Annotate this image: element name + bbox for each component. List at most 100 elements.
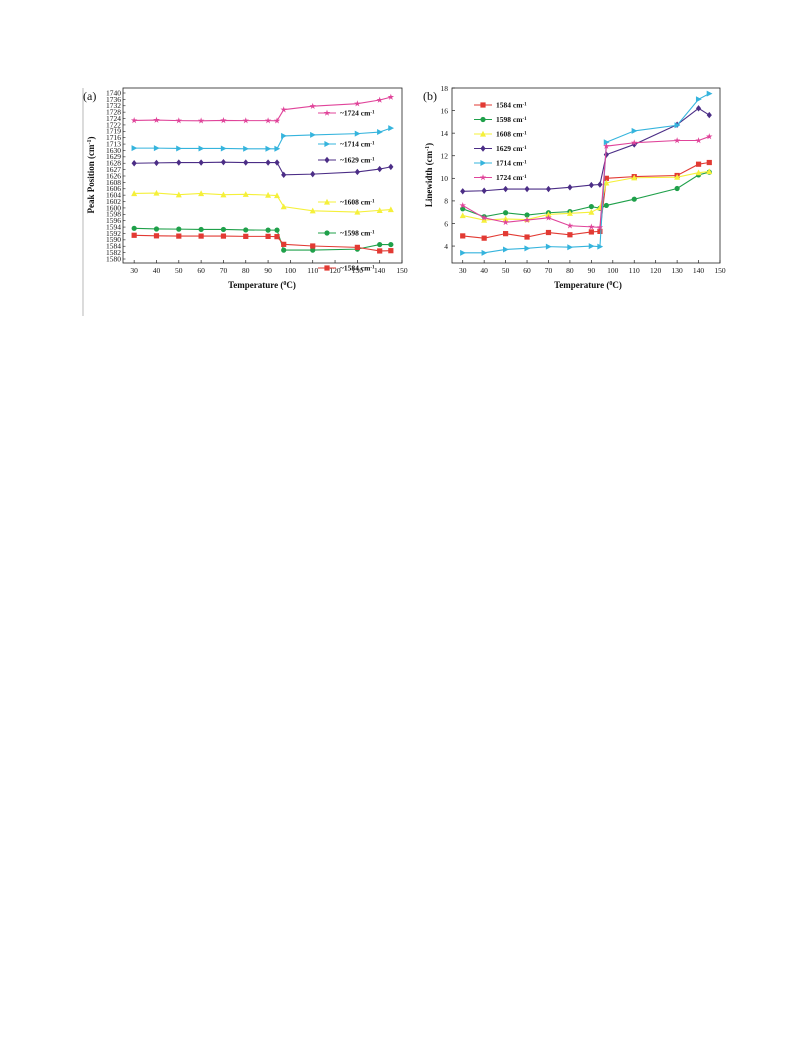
y-tick-label: 10 [441,174,449,183]
data-point [376,207,383,213]
y-tick-label: 1719 [106,127,121,136]
data-point [503,210,509,216]
data-point [523,216,531,223]
y-tick-label: 1627 [106,165,121,174]
data-point [243,227,249,233]
data-point [481,249,488,256]
data-point [265,227,271,233]
data-point [220,145,227,152]
y-tick-label: 1584 [106,242,121,251]
data-point [673,137,681,144]
data-point [588,181,594,189]
y-tick-label: 1740 [106,88,121,97]
data-point [198,190,205,197]
legend-swatch-marker [480,145,486,152]
series-1714 [460,90,713,256]
data-point [281,241,287,247]
data-point [354,168,360,176]
data-point [524,245,531,252]
panel-b-legend: 1584 cm-1 1598 cm-1 1608 cm-1 1629 cm-1 1714… [474,101,527,182]
data-point [388,241,394,248]
data-point [603,179,610,186]
x-tick-label: 30 [130,266,138,275]
data-point [280,203,287,210]
series-1584 [131,232,394,254]
data-point [274,159,280,166]
panel-b-series [459,90,713,256]
data-point [175,191,182,198]
data-point [503,185,509,193]
panel-a-plot-frame [122,87,403,264]
data-point [480,214,488,221]
legend-entry: 1584 cm-1 [496,101,527,110]
x-tick-label: 110 [307,266,318,275]
data-point [220,226,227,233]
data-point [387,206,394,213]
legend-entry: 1608 cm-1 [496,130,527,139]
y-tick-label: 4 [444,242,448,251]
panel-a-label: (a) [83,89,96,103]
x-tick-label: 90 [588,266,596,275]
data-point [388,248,394,254]
y-tick-label: 1594 [106,222,121,231]
data-point [566,210,573,216]
data-point [131,160,137,167]
series-1629 [131,158,394,179]
data-point [354,130,361,137]
y-tick-label: 1606 [106,184,121,193]
panel-a-x-ticks: 30 40 50 60 70 80 90 100 110 120 130 140 150 [130,260,408,275]
data-point [588,243,595,250]
data-point [597,181,603,188]
data-point [310,243,316,249]
data-point [220,117,227,124]
data-point [274,234,280,240]
panel-b-x-axis-label: Temperature (0C) [554,280,622,290]
series-label: ~1584 cm-1 [340,264,375,273]
data-point [176,226,182,232]
data-point [131,145,138,152]
data-point [695,96,702,103]
data-point [220,233,227,239]
panel-b-label: (b) [423,89,437,103]
data-point [481,216,488,223]
data-point [198,233,204,239]
data-point [588,208,595,215]
y-tick-label: 1732 [106,101,121,110]
x-tick-label: 60 [197,266,205,275]
series-1724 [130,93,395,124]
data-point [545,211,552,218]
data-point [130,117,138,124]
data-point [706,159,712,166]
y-tick-label: 12 [441,152,449,161]
data-point [153,116,160,123]
data-point [631,174,638,181]
data-point [131,190,138,197]
x-tick-label: 80 [566,266,574,275]
data-point [310,170,316,178]
data-point [545,214,552,221]
y-tick-label: 8 [444,197,448,206]
y-tick-label: 1580 [106,254,121,263]
data-point [176,233,182,239]
data-point [243,145,249,152]
data-point [377,248,383,254]
y-tick-label: 1728 [106,108,121,117]
x-tick-label: 50 [175,266,183,275]
label-swatch-marker [324,141,331,147]
data-point [631,139,638,146]
panel-b-y-ticks: 4 6 8 10 12 14 16 18 [441,84,455,251]
x-tick-label: 90 [264,266,272,275]
x-tick-label: 130 [352,266,364,275]
data-point [354,100,361,107]
data-point [176,145,182,152]
data-point [309,207,316,214]
data-point [597,243,604,250]
panel-b-plot-frame [451,87,721,264]
data-point [674,173,681,180]
data-point [674,122,681,129]
data-point [588,223,595,230]
label-swatch-marker [324,265,330,271]
y-tick-label: 1736 [106,95,121,104]
data-point [153,226,160,232]
x-tick-label: 150 [714,266,726,275]
